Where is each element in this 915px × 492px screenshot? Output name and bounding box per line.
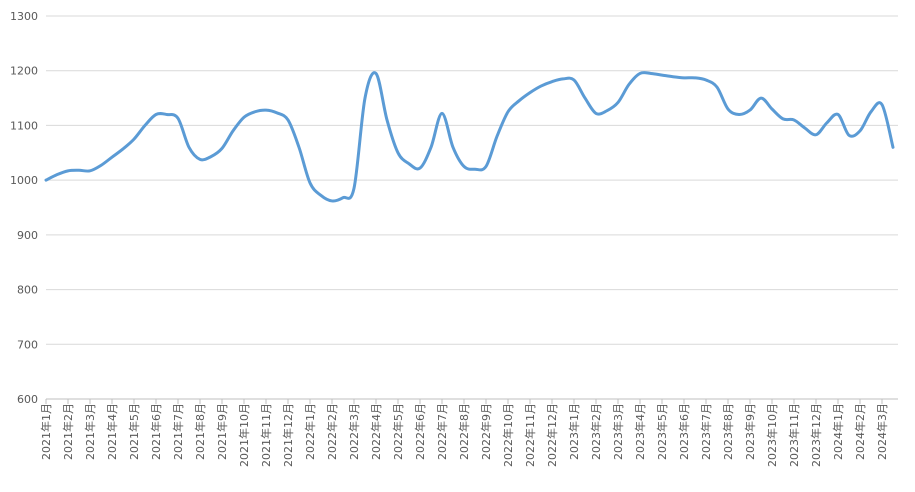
x-tick-label: 2024年3月 xyxy=(875,403,889,460)
x-tick-label: 2023年1月 xyxy=(567,403,581,460)
x-tick-label: 2023年2月 xyxy=(589,403,603,460)
x-tick-label: 2022年11月 xyxy=(523,403,537,467)
x-tick-label: 2022年2月 xyxy=(325,403,339,460)
x-tick-label: 2022年3月 xyxy=(347,403,361,460)
x-tick-label: 2023年9月 xyxy=(743,403,757,460)
x-tick-label: 2023年3月 xyxy=(611,403,625,460)
x-tick-label: 2022年1月 xyxy=(303,403,317,460)
x-tick-label: 2023年11月 xyxy=(787,403,801,467)
x-tick-label: 2024年2月 xyxy=(853,403,867,460)
x-tick-label: 2021年8月 xyxy=(193,403,207,460)
series-line xyxy=(44,71,895,203)
y-tick-label: 600 xyxy=(17,393,38,406)
x-tick-label: 2023年4月 xyxy=(633,403,647,460)
x-tick-label: 2022年8月 xyxy=(457,403,471,460)
x-tick-label: 2022年4月 xyxy=(369,403,383,460)
y-tick-label: 800 xyxy=(17,284,38,297)
x-tick-label: 2023年6月 xyxy=(677,403,691,460)
x-tick-label: 2022年5月 xyxy=(391,403,405,460)
x-tick-label: 2022年9月 xyxy=(479,403,493,460)
x-tick-label: 2021年6月 xyxy=(149,403,163,460)
x-tick-label: 2023年12月 xyxy=(809,403,823,467)
x-tick-label: 2021年10月 xyxy=(237,403,251,467)
x-tick-label: 2024年1月 xyxy=(831,403,845,460)
x-tick-label: 2021年3月 xyxy=(83,403,97,460)
y-tick-label: 1000 xyxy=(10,174,38,187)
x-tick-label: 2021年9月 xyxy=(215,403,229,460)
y-tick-label: 1300 xyxy=(10,10,38,23)
x-tick-label: 2021年7月 xyxy=(171,403,185,460)
x-tick-label: 2023年7月 xyxy=(699,403,713,460)
y-tick-label: 900 xyxy=(17,229,38,242)
y-tick-label: 700 xyxy=(17,338,38,351)
x-tick-label: 2022年12月 xyxy=(545,403,559,467)
y-tick-label: 1100 xyxy=(10,119,38,132)
x-tick-label: 2021年12月 xyxy=(281,403,295,467)
x-tick-label: 2023年5月 xyxy=(655,403,669,460)
x-tick-label: 2023年10月 xyxy=(765,403,779,467)
y-tick-label: 1200 xyxy=(10,65,38,78)
x-tick-label: 2022年7月 xyxy=(435,403,449,460)
x-tick-label: 2023年8月 xyxy=(721,403,735,460)
x-tick-label: 2022年10月 xyxy=(501,403,515,467)
x-tick-label: 2021年5月 xyxy=(127,403,141,460)
x-tick-label: 2022年6月 xyxy=(413,403,427,460)
x-tick-label: 2021年4月 xyxy=(105,403,119,460)
x-tick-label: 2021年1月 xyxy=(39,403,53,460)
x-tick-label: 2021年2月 xyxy=(61,403,75,460)
x-tick-label: 2021年11月 xyxy=(259,403,273,467)
